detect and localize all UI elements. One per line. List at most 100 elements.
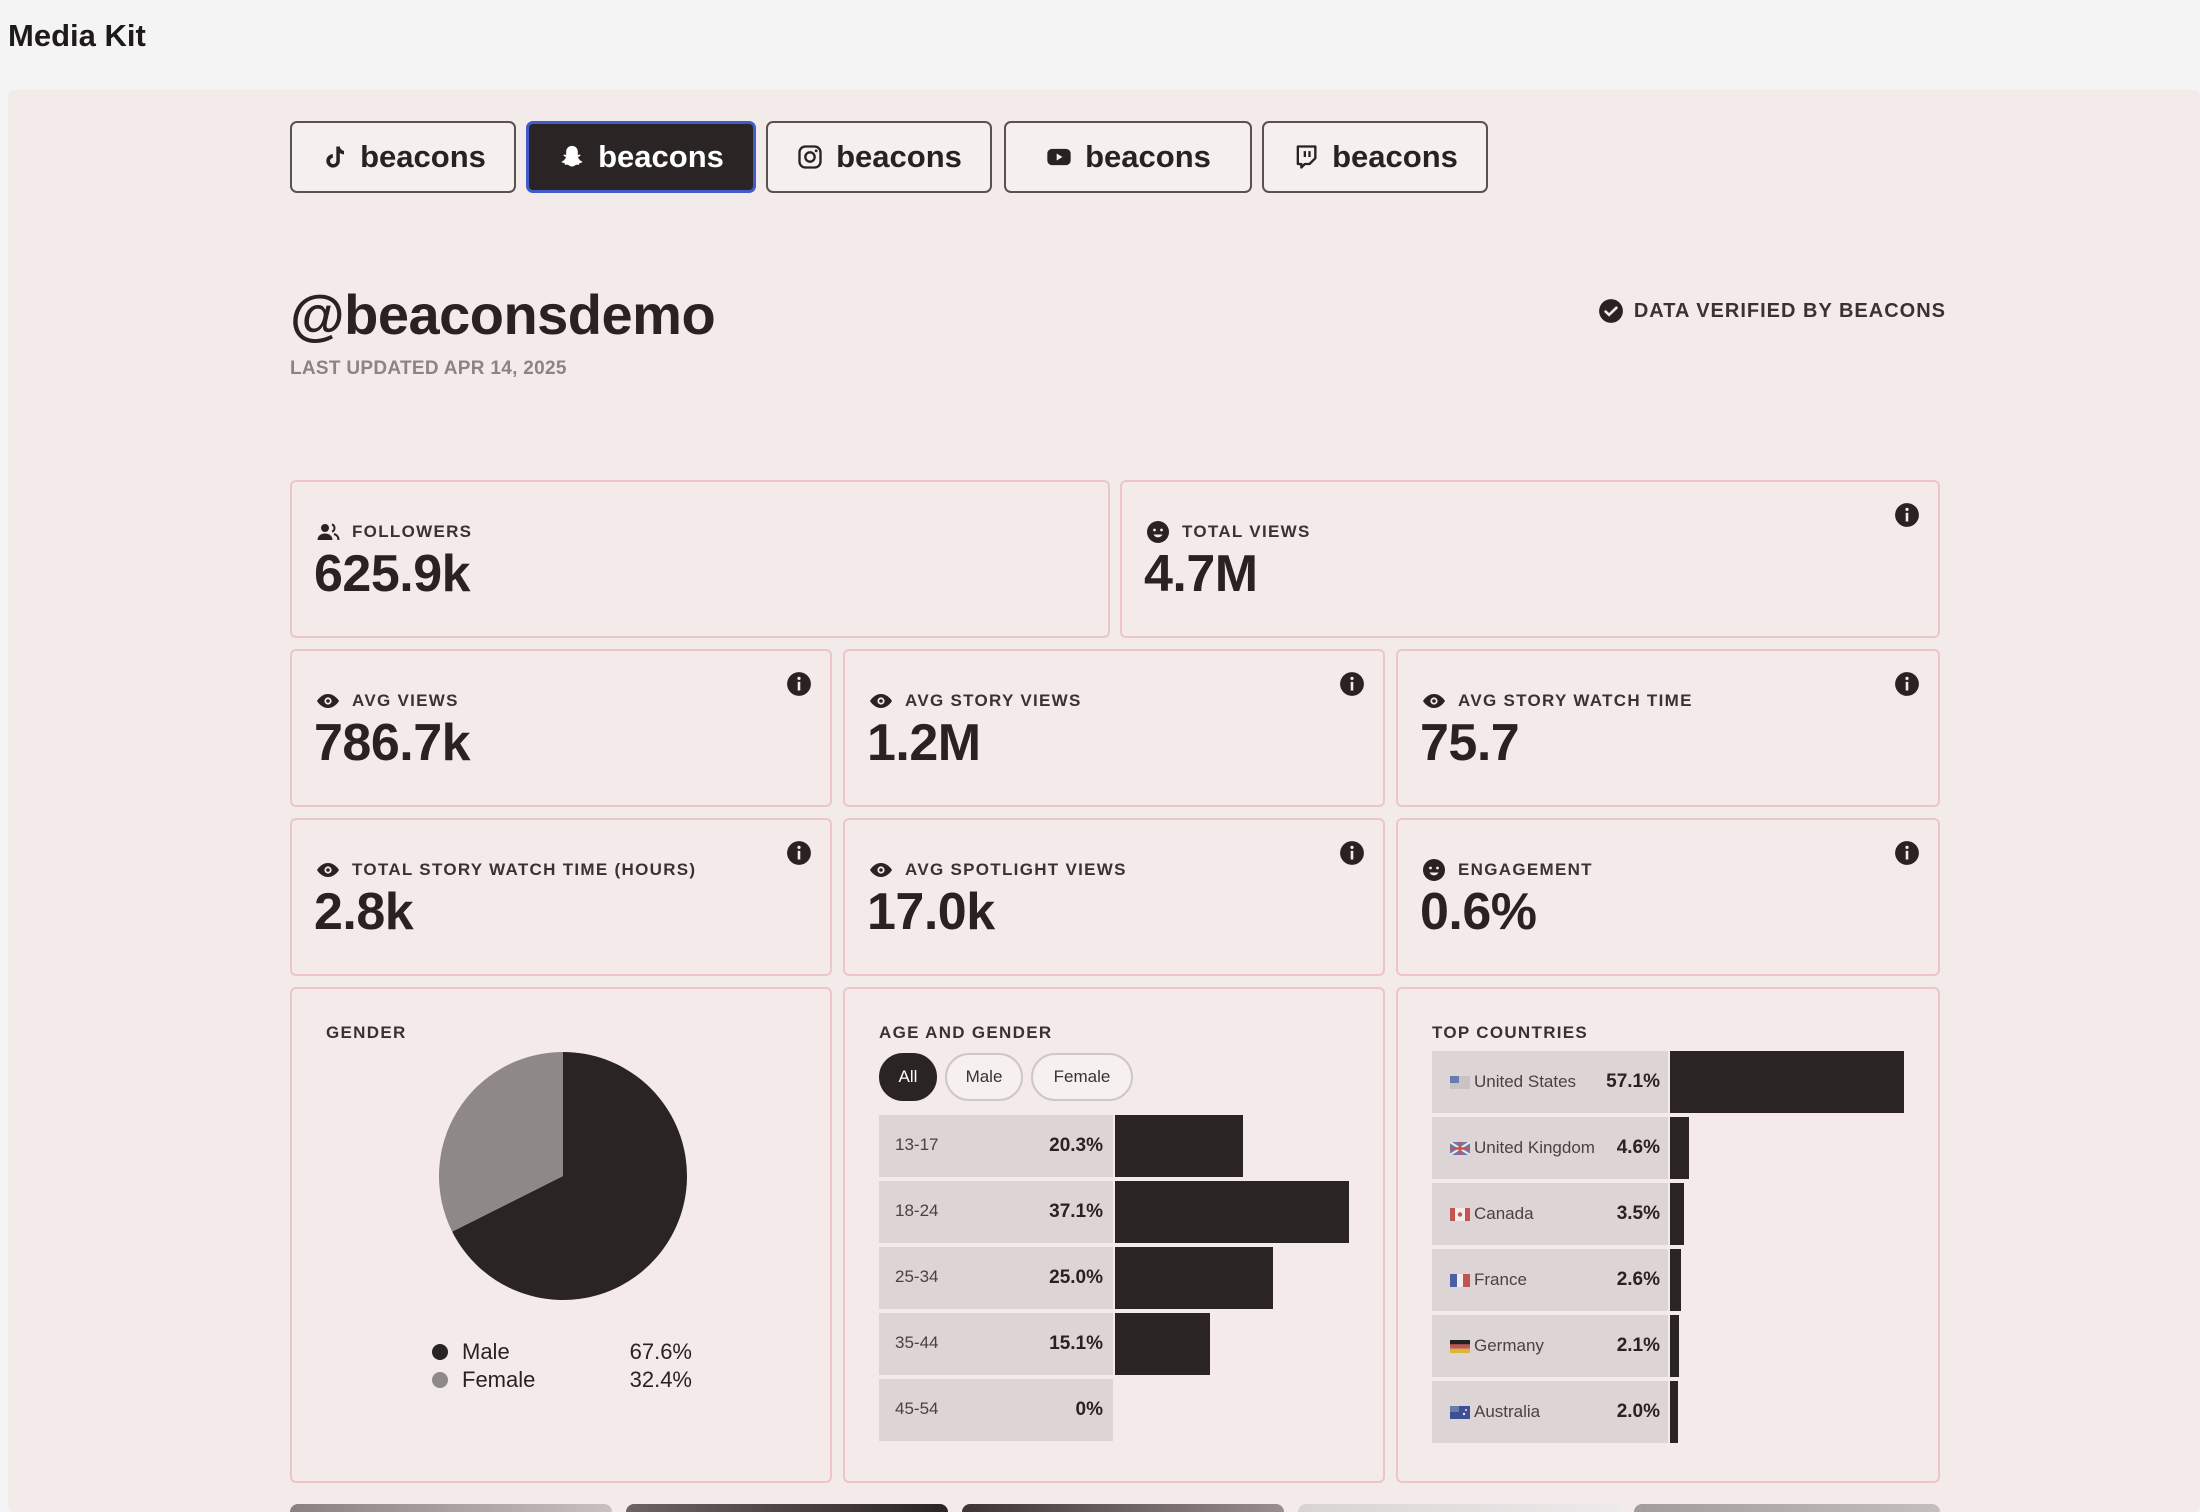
- country-label: United States: [1474, 1072, 1577, 1091]
- stat-value: 2.8k: [314, 883, 414, 941]
- verified-badge: DATA VERIFIED BY BEACONS: [1598, 298, 1946, 324]
- united-kingdom-flag-icon: [1450, 1142, 1470, 1155]
- united-states-flag-icon: [1450, 1076, 1470, 1089]
- country-bar: [1670, 1249, 1681, 1311]
- country-percent: 2.6%: [1616, 1269, 1660, 1290]
- country-row: United Kingdom 4.6%: [1432, 1117, 1902, 1179]
- legend-dot: [432, 1344, 448, 1360]
- age-percent: 37.1%: [1049, 1201, 1103, 1222]
- age-cell: [879, 1115, 1113, 1177]
- info-icon[interactable]: [1894, 840, 1920, 866]
- age-label: 18-24: [895, 1201, 939, 1220]
- filter-all-button[interactable]: All: [879, 1053, 937, 1101]
- age-percent: 0%: [1075, 1399, 1103, 1420]
- stat-value: 625.9k: [314, 545, 471, 603]
- country-cell: [1432, 1381, 1668, 1443]
- australia-flag-icon: [1450, 1406, 1470, 1419]
- snapchat-icon: [561, 145, 583, 167]
- age-gender-card: AGE AND GENDER All Male Female 13-17 20.3…: [843, 987, 1385, 1483]
- age-bar: [1115, 1115, 1244, 1177]
- info-icon[interactable]: [1339, 671, 1365, 697]
- tab-label: beacons: [598, 139, 724, 174]
- content-thumbnail[interactable]: [626, 1504, 948, 1512]
- filter-male-button[interactable]: Male: [945, 1053, 1023, 1101]
- stat-card-total-story-watch-time: TOTAL STORY WATCH TIME (HOURS) 2.8k: [290, 818, 832, 976]
- tab-label: beacons: [1332, 139, 1458, 174]
- legend-item-male: Male 67.6%: [432, 1339, 692, 1365]
- top-countries-card: TOP COUNTRIES United States 57.1% United K…: [1396, 987, 1940, 1483]
- profile-handle: @beaconsdemo: [290, 283, 716, 346]
- content-thumbnail[interactable]: [1298, 1504, 1620, 1512]
- stat-card-avg-story-views: AVG STORY VIEWS 1.2M: [843, 649, 1385, 807]
- twitch-icon: [1296, 145, 1317, 169]
- legend-item-female: Female 32.4%: [432, 1367, 692, 1393]
- tab-label: beacons: [360, 139, 486, 174]
- stat-card-avg-views: AVG VIEWS 786.7k: [290, 649, 832, 807]
- eye-icon: [870, 694, 892, 708]
- tab-tiktok[interactable]: beacons: [290, 121, 516, 193]
- content-thumbnail[interactable]: [1634, 1504, 1940, 1512]
- country-label: United Kingdom: [1474, 1138, 1595, 1157]
- stat-label: ENGAGEMENT: [1458, 860, 1593, 879]
- stat-label: AVG STORY WATCH TIME: [1458, 691, 1693, 710]
- country-label: France: [1474, 1270, 1527, 1289]
- age-row: 35-44 15.1%: [879, 1313, 1349, 1375]
- stat-card-followers: FOLLOWERS 625.9k: [290, 480, 1110, 638]
- age-label: 13-17: [895, 1135, 939, 1154]
- gender-card: GENDER Male 67.6% Female 32.4%: [290, 987, 832, 1483]
- age-label: 35-44: [895, 1333, 939, 1352]
- country-label: Australia: [1474, 1402, 1541, 1421]
- country-cell: [1432, 1249, 1668, 1311]
- filter-female-button[interactable]: Female: [1031, 1053, 1133, 1101]
- followers-icon: [317, 523, 340, 541]
- country-row: Germany 2.1%: [1432, 1315, 1902, 1377]
- stat-label: TOTAL STORY WATCH TIME (HOURS): [352, 860, 697, 879]
- country-cell: [1432, 1315, 1668, 1377]
- country-cell: [1432, 1117, 1668, 1179]
- tab-instagram[interactable]: beacons: [766, 121, 992, 193]
- info-icon[interactable]: [786, 671, 812, 697]
- info-icon[interactable]: [786, 840, 812, 866]
- age-cell: [879, 1313, 1113, 1375]
- country-row: United States 57.1%: [1432, 1051, 1904, 1113]
- tab-youtube[interactable]: beacons: [1004, 121, 1252, 193]
- legend-label: Male: [462, 1339, 510, 1364]
- content-thumbnail[interactable]: [290, 1504, 612, 1512]
- age-bar: [1115, 1313, 1211, 1375]
- country-percent: 57.1%: [1606, 1071, 1660, 1092]
- stat-label: AVG SPOTLIGHT VIEWS: [905, 860, 1127, 879]
- info-icon[interactable]: [1894, 671, 1920, 697]
- country-cell: [1432, 1183, 1668, 1245]
- age-label: 25-34: [895, 1267, 939, 1286]
- top-countries-title: TOP COUNTRIES: [1432, 1023, 1589, 1042]
- last-updated: LAST UPDATED APR 14, 2025: [290, 358, 567, 379]
- france-flag-icon: [1450, 1274, 1470, 1287]
- age-gender-title: AGE AND GENDER: [879, 1023, 1053, 1042]
- check-circle-icon: [1598, 299, 1623, 323]
- eye-icon: [317, 694, 339, 708]
- gender-title: GENDER: [326, 1023, 407, 1042]
- info-icon[interactable]: [1339, 840, 1365, 866]
- info-icon[interactable]: [1894, 502, 1920, 528]
- app-title: Media Kit: [8, 18, 146, 53]
- content-thumbnail[interactable]: [962, 1504, 1284, 1512]
- smiley-icon: [1147, 521, 1169, 543]
- canada-flag-icon: [1450, 1208, 1470, 1221]
- legend-value: 67.6%: [629, 1339, 692, 1364]
- country-percent: 2.1%: [1616, 1335, 1660, 1356]
- stat-card-avg-spotlight-views: AVG SPOTLIGHT VIEWS 17.0k: [843, 818, 1385, 976]
- stat-value: 1.2M: [867, 714, 981, 772]
- age-cell: [879, 1379, 1113, 1441]
- country-cell: [1432, 1051, 1668, 1113]
- gender-pie-chart: [439, 1052, 687, 1300]
- country-bar: [1670, 1381, 1679, 1443]
- eye-icon: [1423, 694, 1445, 708]
- smiley-icon: [1423, 859, 1445, 881]
- tab-label: beacons: [1085, 139, 1211, 174]
- tab-twitch[interactable]: beacons: [1262, 121, 1488, 193]
- stat-label: TOTAL VIEWS: [1182, 522, 1311, 541]
- country-bar: [1670, 1117, 1689, 1179]
- country-row: Canada 3.5%: [1432, 1183, 1902, 1245]
- tab-snapchat[interactable]: beacons: [526, 121, 756, 193]
- tiktok-icon: [326, 146, 345, 168]
